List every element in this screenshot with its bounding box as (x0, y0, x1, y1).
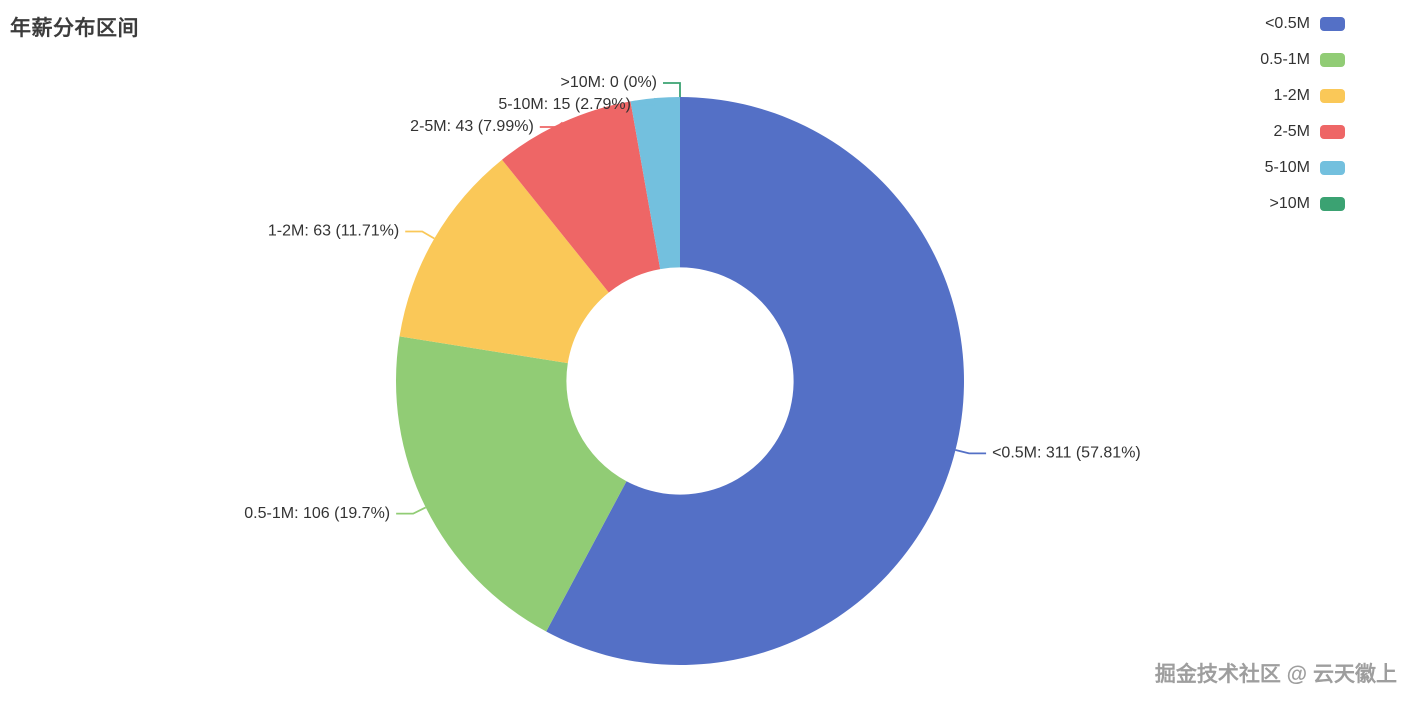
legend-label: <0.5M (1265, 14, 1310, 32)
legend: <0.5M 0.5-1M 1-2M 2-5M 5-10M >10M (1260, 12, 1345, 215)
pie-slice-2-5M[interactable] (502, 101, 661, 293)
legend-swatch (1320, 88, 1345, 103)
legend-label: >10M (1269, 194, 1310, 212)
legend-item->10M[interactable]: >10M (1270, 192, 1345, 215)
slice-label-2-5M: 2-5M: 43 (7.99%) (410, 118, 534, 135)
slice-label->10M: >10M: 0 (0%) (561, 74, 657, 91)
legend-item-0.5-1M[interactable]: 0.5-1M (1260, 48, 1345, 71)
slice-label-1-2M: 1-2M: 63 (11.71%) (268, 223, 399, 240)
legend-swatch (1320, 16, 1345, 31)
watermark: 掘金技术社区 @ 云天徽上 (1154, 663, 1397, 686)
label-line-2-5M (539, 121, 564, 128)
label-line-<0.5M (955, 449, 987, 455)
pie-slice-1-2M[interactable] (399, 159, 609, 364)
label-line-0.5-1M (396, 506, 427, 515)
label-line-5-10M (636, 97, 657, 106)
legend-swatch (1320, 196, 1345, 211)
legend-label: 5-10M (1264, 158, 1310, 176)
legend-item-5-10M[interactable]: 5-10M (1265, 156, 1345, 179)
legend-label: 0.5-1M (1260, 50, 1310, 68)
label-line-1-2M (405, 230, 435, 240)
legend-swatch (1320, 160, 1345, 175)
legend-swatch (1320, 52, 1345, 67)
legend-item-1-2M[interactable]: 1-2M (1274, 84, 1345, 107)
legend-item-2-5M[interactable]: 2-5M (1274, 120, 1345, 143)
slice-label-5-10M: 5-10M: 15 (2.79%) (498, 96, 631, 113)
legend-label: 2-5M (1273, 122, 1310, 140)
legend-label: 1-2M (1273, 86, 1310, 104)
pie-slice-5-10M[interactable] (630, 97, 680, 270)
chart-title: 年薪分布区间 (10, 17, 139, 40)
label-line->10M (663, 82, 681, 97)
legend-swatch (1320, 124, 1345, 139)
pie-slice-0.5-1M[interactable] (395, 336, 627, 632)
slice-label-<0.5M: <0.5M: 311 (57.81%) (992, 445, 1141, 462)
pie-slice-<0.5M[interactable] (546, 97, 965, 666)
slice-label-0.5-1M: 0.5-1M: 106 (19.7%) (244, 505, 390, 522)
legend-item-<0.5M[interactable]: <0.5M (1265, 12, 1345, 35)
